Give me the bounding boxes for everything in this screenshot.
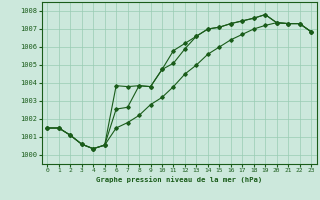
X-axis label: Graphe pression niveau de la mer (hPa): Graphe pression niveau de la mer (hPa) — [96, 176, 262, 183]
